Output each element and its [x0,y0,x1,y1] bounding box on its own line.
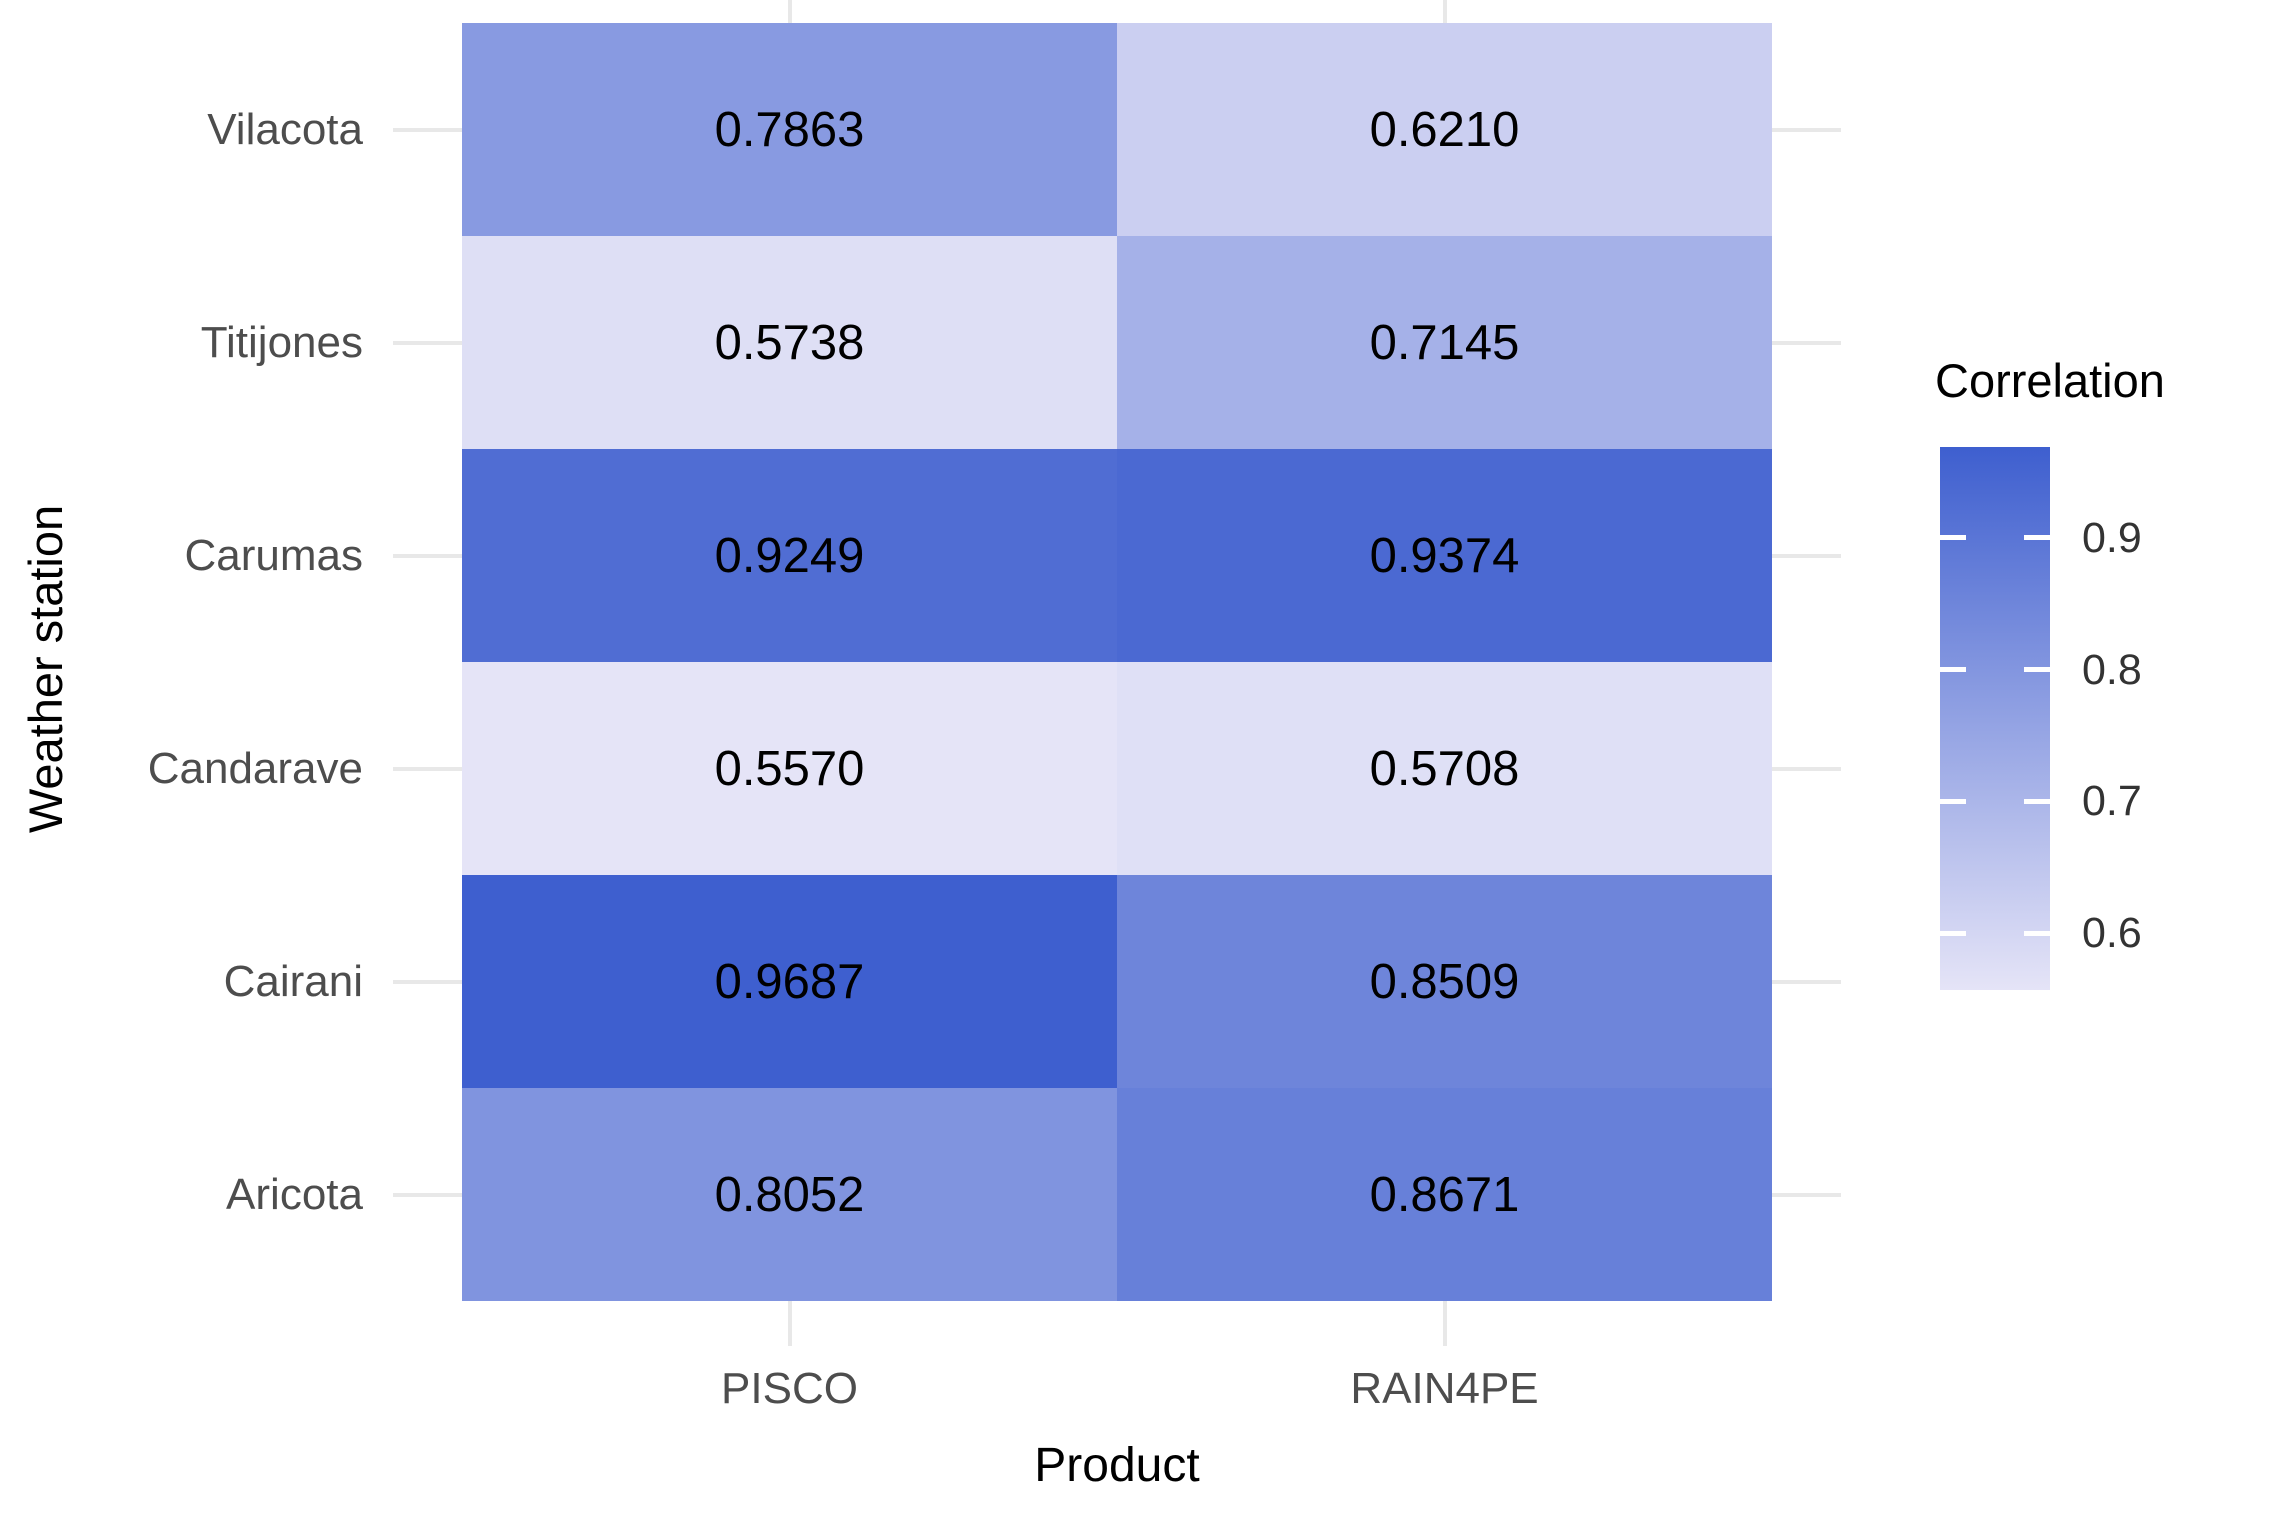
cell-value-label: 0.9374 [1369,528,1520,583]
cell-value-label: 0.5738 [714,315,865,370]
colorbar-tick-dash [2024,535,2050,541]
colorbar-tick-dash [2024,667,2050,672]
legend-colorbar [1940,447,2050,990]
heatmap-cell: 0.9374 [1117,449,1772,662]
colorbar-tick-dash [1940,930,1966,936]
heatmap-cell: 0.8052 [462,1088,1117,1301]
colorbar-tick-label: 0.7 [2082,777,2142,826]
colorbar-tick-dash [2024,798,2050,804]
x-tick-label: PISCO [721,1364,858,1413]
colorbar-tick-label: 0.6 [2082,909,2142,958]
h-gridline-stub [1772,1192,1841,1197]
y-tick-label: Cairani [223,956,363,1006]
h-gridline-stub [393,340,462,345]
cell-value-label: 0.5570 [714,741,865,796]
h-gridline-stub [393,1192,462,1197]
h-gridline-stub [1772,553,1841,558]
cell-value-label: 0.6210 [1369,102,1520,157]
y-tick-label: Titijones [200,317,363,367]
y-tick-label: Candarave [147,743,363,793]
heatmap-panel: 0.7863 0.6210 0.5738 0.7145 0.9249 0.9374 0.55… [462,23,1772,1301]
h-gridline-stub [393,127,462,132]
colorbar-tick-dash [1940,798,1966,804]
v-gridline-stub [1442,0,1447,23]
h-gridline-stub [1772,766,1841,771]
h-gridline-stub [1772,340,1841,345]
colorbar-tick-label: 0.9 [2082,513,2142,562]
h-gridline-stub [393,766,462,771]
y-tick-label: Vilacota [207,104,363,154]
h-gridline-stub [1772,979,1841,984]
cell-value-label: 0.7145 [1369,315,1520,370]
y-axis-title: Weather station [19,504,72,834]
cell-value-label: 0.9249 [714,528,865,583]
colorbar-tick-label: 0.8 [2082,645,2142,694]
cell-value-label: 0.7863 [714,102,865,157]
v-gridline-stub [1442,1301,1447,1346]
legend-title: Correlation [1935,354,2165,407]
heatmap-cell: 0.5570 [462,662,1117,875]
heatmap-cell: 0.5738 [462,236,1117,449]
h-gridline-stub [393,979,462,984]
heatmap-cell: 0.7145 [1117,236,1772,449]
cell-value-label: 0.8052 [714,1167,865,1222]
heatmap-cell: 0.6210 [1117,23,1772,236]
colorbar-tick-dash [1940,667,1966,672]
y-tick-label: Carumas [184,530,364,580]
x-axis-title: Product [1034,1439,1200,1492]
cell-value-label: 0.8509 [1369,954,1520,1009]
x-tick-label: RAIN4PE [1350,1364,1539,1413]
heatmap-cell: 0.9249 [462,449,1117,662]
cell-value-label: 0.9687 [714,954,865,1009]
heatmap-cell: 0.5708 [1117,662,1772,875]
v-gridline-stub [787,1301,792,1346]
colorbar-tick-dash [2024,930,2050,936]
v-gridline-stub [787,0,792,23]
h-gridline-stub [1772,127,1841,132]
heatmap-cell: 0.7863 [462,23,1117,236]
colorbar-tick-dash [1940,535,1966,541]
heatmap-cell: 0.8509 [1117,875,1772,1088]
h-gridline-stub [393,553,462,558]
heatmap-cell: 0.9687 [462,875,1117,1088]
heatmap-cell: 0.8671 [1117,1088,1772,1301]
cell-value-label: 0.8671 [1369,1167,1520,1222]
cell-value-label: 0.5708 [1369,741,1520,796]
y-tick-label: Aricota [226,1169,363,1219]
